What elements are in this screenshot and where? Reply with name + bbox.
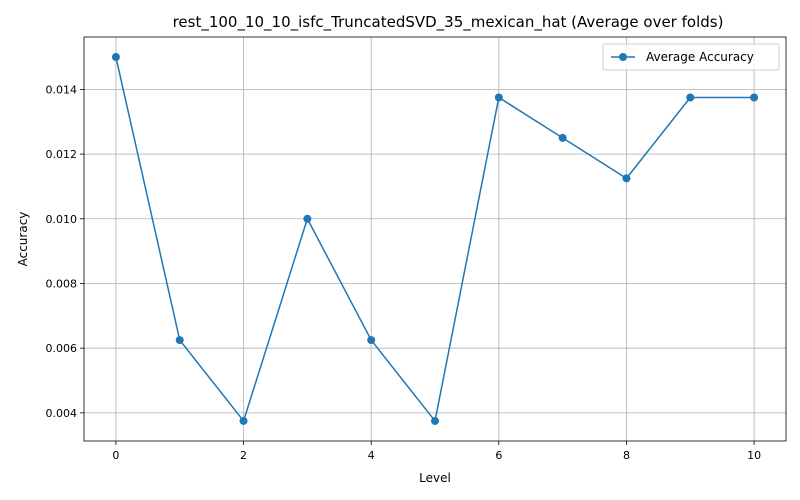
data-point (239, 416, 248, 425)
chart-title: rest_100_10_10_isfc_TruncatedSVD_35_mexi… (173, 13, 724, 32)
data-point (303, 214, 312, 223)
y-tick-label: 0.010 (46, 213, 78, 226)
legend-box (602, 43, 780, 71)
data-point (367, 336, 376, 345)
x-tick-label: 2 (240, 449, 247, 462)
series-layer (111, 53, 759, 425)
legend-marker-swatch (619, 53, 627, 61)
y-axis-label: Accuracy (16, 212, 30, 267)
grid-lines (84, 37, 786, 441)
x-tick-label: 4 (368, 449, 375, 462)
data-point (494, 93, 503, 102)
data-point (686, 93, 695, 102)
data-point (175, 336, 184, 345)
plot-frame (83, 36, 787, 442)
x-axis-label: Level (419, 471, 451, 485)
data-point (558, 133, 567, 142)
data-point (111, 53, 120, 62)
y-tick-label: 0.008 (46, 277, 78, 290)
x-tick-label: 10 (747, 449, 761, 462)
axis-ticks: 0 2 4 6 8 10 0.004 0.006 0.008 0.010 0.012 0.014 (46, 83, 762, 462)
y-tick-label: 0.004 (46, 407, 78, 420)
y-tick-label: 0.006 (46, 342, 78, 355)
data-point (622, 174, 631, 183)
legend: Average Accuracy (602, 43, 780, 71)
x-tick-label: 6 (495, 449, 502, 462)
data-point (750, 93, 759, 102)
y-tick-label: 0.014 (46, 83, 78, 96)
x-tick-label: 0 (112, 449, 119, 462)
y-tick-label: 0.012 (46, 148, 78, 161)
legend-label: Average Accuracy (646, 50, 754, 64)
data-point (431, 416, 439, 425)
x-tick-label: 8 (623, 449, 630, 462)
